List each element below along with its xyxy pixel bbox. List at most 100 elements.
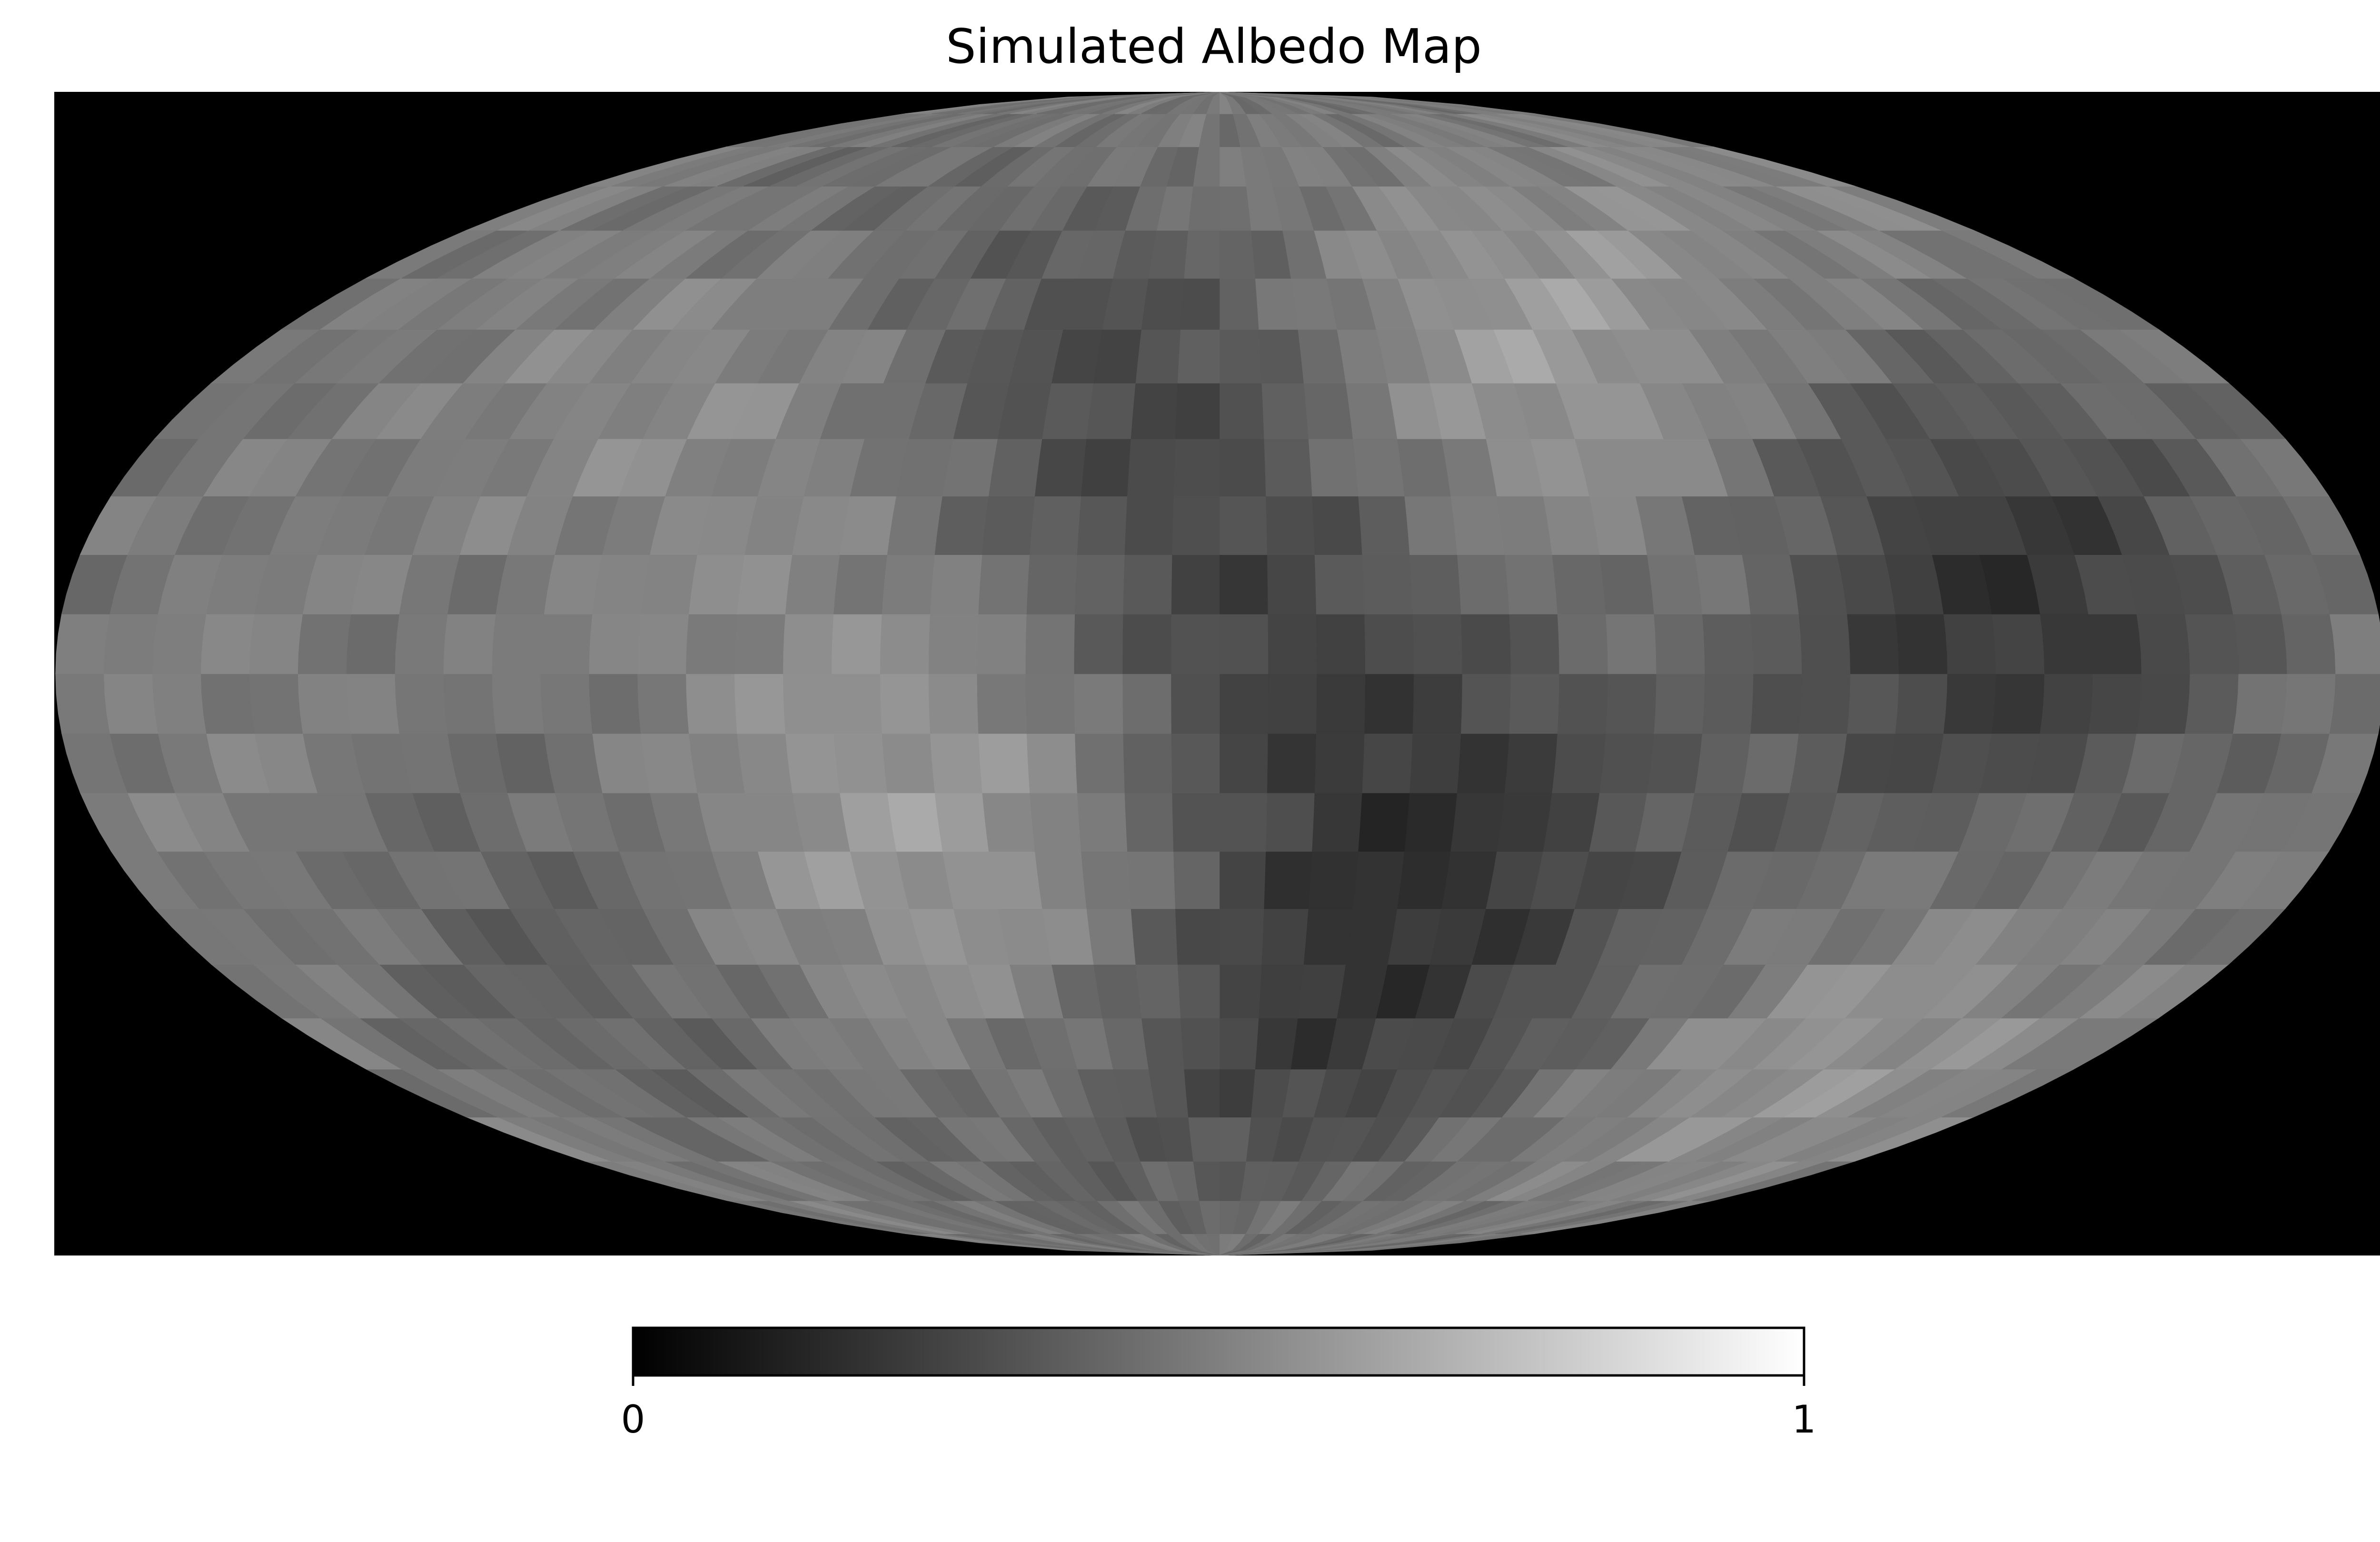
- albedo-cell: [1789, 554, 1848, 614]
- albedo-cell: [1220, 186, 1252, 231]
- albedo-cell: [1798, 673, 1851, 734]
- albedo-cell: [2136, 613, 2191, 674]
- albedo-cell: [1259, 964, 1305, 1018]
- albedo-cell: [783, 673, 834, 734]
- albedo-cell: [1122, 673, 1172, 734]
- albedo-cell: [930, 554, 983, 614]
- albedo-cell: [1030, 792, 1082, 852]
- albedo-cell: [930, 733, 983, 793]
- albedo-cell: [443, 673, 497, 734]
- albedo-cell: [1497, 792, 1553, 852]
- albedo-cell: [928, 613, 979, 674]
- albedo-cell: [1171, 613, 1220, 674]
- albedo-cell: [1308, 850, 1359, 909]
- albedo-cell: [1220, 613, 1269, 674]
- albedo-cell: [840, 792, 897, 852]
- albedo-cell: [833, 554, 888, 614]
- albedo-cell: [1220, 554, 1269, 614]
- albedo-cell: [1264, 850, 1313, 909]
- albedo-cells: [55, 92, 2380, 1255]
- albedo-cell: [1175, 908, 1220, 965]
- albedo-cell: [1266, 495, 1316, 555]
- albedo-cell: [1220, 850, 1267, 909]
- albedo-cell: [737, 733, 793, 793]
- albedo-cell: [982, 495, 1036, 555]
- albedo-cell: [201, 613, 256, 674]
- albedo-cell: [1255, 1018, 1299, 1070]
- albedo-cell: [1992, 673, 2045, 734]
- albedo-cell: [882, 554, 936, 614]
- albedo-cell: [1557, 673, 1609, 734]
- albedo-cell: [1171, 554, 1220, 614]
- albedo-cell: [1397, 850, 1452, 909]
- albedo-cell: [346, 673, 400, 734]
- albedo-cell: [1694, 554, 1752, 614]
- albedo-cell: [1075, 733, 1126, 793]
- albedo-cell: [1127, 438, 1176, 497]
- albedo-cell: [1268, 673, 1318, 734]
- albedo-cell: [978, 733, 1031, 793]
- albedo-cell: [640, 733, 698, 793]
- albedo-cell: [1075, 554, 1126, 614]
- albedo-cell: [1025, 613, 1076, 674]
- albedo-cell: [1742, 733, 1800, 793]
- albedo-cell: [152, 613, 207, 674]
- albedo-cell: [1171, 673, 1220, 734]
- albedo-cell: [1135, 964, 1181, 1018]
- albedo-cell: [540, 613, 593, 674]
- albedo-cell: [1220, 1018, 1259, 1070]
- albedo-cell: [1220, 438, 1267, 497]
- albedo-cell: [1026, 554, 1078, 614]
- albedo-cell: [1173, 438, 1220, 497]
- albedo-cell: [1362, 554, 1414, 614]
- albedo-cell: [1308, 438, 1359, 497]
- albedo-cell: [201, 673, 256, 734]
- albedo-cell: [1093, 329, 1142, 384]
- albedo-cell: [928, 673, 979, 734]
- albedo-cell: [1509, 613, 1560, 674]
- albedo-cell: [831, 673, 883, 734]
- albedo-cell: [1177, 964, 1220, 1018]
- albedo-cell: [1364, 673, 1415, 734]
- albedo-cell: [1220, 383, 1265, 439]
- albedo-cell: [1042, 908, 1095, 965]
- albedo-cell: [977, 673, 1028, 734]
- albedo-cell: [1599, 554, 1655, 614]
- albedo-cell: [1397, 438, 1452, 497]
- albedo-cell: [734, 673, 786, 734]
- albedo-cell: [1461, 673, 1512, 734]
- albedo-cell: [1504, 554, 1558, 614]
- albedo-cell: [934, 792, 990, 852]
- albedo-cell: [1172, 495, 1220, 555]
- albedo-cell: [2040, 613, 2094, 674]
- colorbar-tick-label: 1: [1792, 1397, 1816, 1442]
- albedo-cell: [1364, 613, 1415, 674]
- albedo-cell: [1267, 733, 1317, 793]
- albedo-cell: [1086, 908, 1137, 965]
- albedo-cell: [686, 673, 738, 734]
- albedo-cell: [2184, 613, 2240, 674]
- albedo-cell: [1552, 733, 1606, 793]
- albedo-cell: [1220, 792, 1268, 852]
- albedo-cell: [1352, 850, 1406, 909]
- albedo-cell: [1461, 613, 1512, 674]
- albedo-cell: [2329, 673, 2380, 734]
- albedo-cell: [395, 673, 448, 734]
- albedo-cell: [1316, 613, 1366, 674]
- albedo-cell: [640, 554, 698, 614]
- albedo-cell: [2233, 673, 2288, 734]
- albedo-cell: [1316, 673, 1366, 734]
- albedo-cell: [1750, 673, 1803, 734]
- albedo-cell: [1789, 733, 1848, 793]
- albedo-cell: [1077, 792, 1128, 852]
- albedo-cell: [1074, 613, 1124, 674]
- albedo-cell: [688, 554, 746, 614]
- albedo-cell: [1943, 673, 1997, 734]
- albedo-cell: [492, 673, 545, 734]
- albedo-cell: [1895, 613, 1948, 674]
- albedo-cell: [1362, 733, 1414, 793]
- albedo-cell: [1303, 383, 1354, 439]
- albedo-cell: [1314, 733, 1365, 793]
- albedo-cell: [589, 673, 642, 734]
- colorbar: 0 1: [621, 1326, 1816, 1442]
